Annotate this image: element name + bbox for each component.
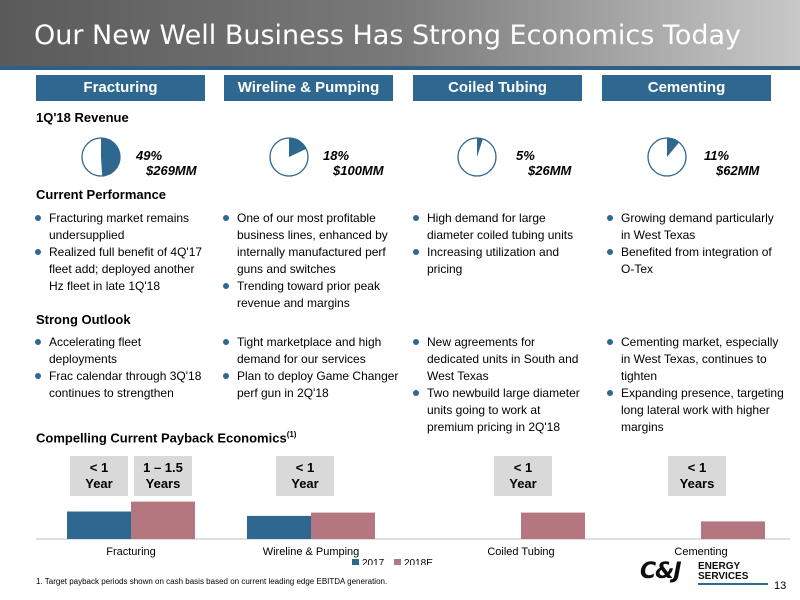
title-bar: Our New Well Business Has Strong Economi… (0, 0, 800, 66)
payback-box: < 1 Years (668, 456, 726, 496)
list-item: Tight marketplace and high demand for ou… (220, 334, 400, 368)
current-list-fracturing: Fracturing market remains undersupplied … (32, 210, 212, 295)
list-item: One of our most profitable business line… (220, 210, 400, 278)
payback-box: 1 – 1.5 Years (134, 456, 192, 496)
segment-header-wireline: Wireline & Pumping (224, 75, 393, 101)
category-label: Wireline & Pumping (263, 546, 360, 558)
revenue-pct-cementing: 11% (704, 148, 730, 163)
logo-line1: ENERGY (698, 561, 741, 572)
bar-2017 (67, 511, 131, 539)
list-item: New agreements for dedicated units in So… (410, 334, 590, 385)
bar-2018E (311, 512, 375, 539)
payback-value: 1 – 1.5 (143, 460, 183, 475)
list-item: Plan to deploy Game Changer perf gun in … (220, 368, 400, 402)
revenue-pie-fracturing (81, 137, 121, 177)
payback-box: < 1 Year (276, 456, 334, 496)
list-item: Cementing market, especially in West Tex… (604, 334, 784, 385)
payback-label: Compelling Current Payback Economics(1) (36, 430, 296, 445)
payback-value: < 1 (295, 460, 315, 475)
logo-underline (698, 583, 768, 585)
page-title: Our New Well Business Has Strong Economi… (34, 20, 741, 51)
payback-unit: Year (509, 476, 537, 491)
legend-swatch (352, 559, 359, 565)
list-item: Benefited from integration of O-Tex (604, 244, 784, 278)
outlook-list-coiled-tubing: New agreements for dedicated units in So… (410, 334, 590, 436)
bar-2017 (247, 515, 311, 539)
category-label: Coiled Tubing (487, 546, 554, 558)
payback-value: < 1 (513, 460, 533, 475)
current-list-cementing: Growing demand particularly in West Texa… (604, 210, 784, 278)
strong-outlook-label: Strong Outlook (36, 312, 131, 327)
payback-box: < 1 Year (494, 456, 552, 496)
revenue-pie-coiled-tubing (457, 137, 497, 177)
list-item: Two newbuild large diameter units going … (410, 385, 590, 436)
list-item: Realized full benefit of 4Q'17 fleet add… (32, 244, 212, 295)
revenue-amount-fracturing: $269MM (146, 163, 197, 178)
pie-slice (289, 138, 307, 157)
revenue-amount-coiled-tubing: $26MM (528, 163, 572, 178)
bar-2018E (521, 512, 585, 539)
revenue-pct-wireline: 18% (323, 148, 350, 163)
payback-unit: Years (145, 476, 181, 491)
current-list-wireline: One of our most profitable business line… (220, 210, 400, 312)
current-performance-label: Current Performance (36, 187, 167, 202)
list-item: Increasing utilization and pricing (410, 244, 590, 278)
list-item: Growing demand particularly in West Texa… (604, 210, 784, 244)
list-item: Frac calendar through 3Q'18 continues to… (32, 368, 212, 402)
logo-line2: SERVICES (698, 571, 749, 582)
revenue-pct-coiled-tubing: 5% (516, 148, 535, 163)
logo-text: ENERGY SERVICES (698, 562, 748, 582)
outlook-list-cementing: Cementing market, especially in West Tex… (604, 334, 784, 436)
payback-box: < 1 Year (70, 456, 128, 496)
bar-2018E (701, 521, 765, 539)
revenue-label: 1Q'18 Revenue (36, 110, 129, 125)
current-list-coiled-tubing: High demand for large diameter coiled tu… (410, 210, 590, 278)
outlook-list-fracturing: Accelerating fleet deployments Frac cale… (32, 334, 212, 402)
payback-value: < 1 (89, 460, 109, 475)
payback-footnote-ref: (1) (286, 430, 297, 439)
payback-unit: Year (291, 476, 319, 491)
payback-value: < 1 (687, 460, 707, 475)
outlook-list-wireline: Tight marketplace and high demand for ou… (220, 334, 400, 402)
list-item: Trending toward prior peak revenue and m… (220, 278, 400, 312)
footnote: 1. Target payback periods shown on cash … (36, 577, 388, 586)
segment-header-coiled-tubing: Coiled Tubing (413, 75, 582, 101)
list-item: Fracturing market remains undersupplied (32, 210, 212, 244)
company-logo: C&J ENERGY SERVICES (640, 559, 770, 586)
payback-label-text: Compelling Current Payback Economics (36, 430, 287, 446)
legend-swatch (394, 559, 401, 565)
pie-slice (667, 138, 680, 157)
segment-header-fracturing: Fracturing (36, 75, 205, 101)
page-number: 13 (774, 580, 787, 592)
logo-mark: C&J (640, 559, 682, 584)
revenue-amount-wireline: $100MM (333, 163, 384, 178)
payback-unit: Year (85, 476, 113, 491)
legend-label: 2017 (362, 558, 385, 565)
category-label: Fracturing (106, 546, 156, 558)
category-label: Cementing (674, 546, 727, 558)
segment-header-cementing: Cementing (602, 75, 771, 101)
list-item: Accelerating fleet deployments (32, 334, 212, 368)
legend-label: 2018E (404, 558, 433, 565)
pie-slice (101, 138, 121, 176)
bar-2018E (131, 501, 195, 539)
revenue-amount-cementing: $62MM (716, 163, 760, 178)
revenue-pie-cementing (647, 137, 687, 177)
pie-slice (477, 138, 483, 157)
payback-bar-chart: Fracturing Wireline & Pumping Coiled Tubin… (36, 501, 790, 565)
list-item: Expanding presence, targeting long later… (604, 385, 784, 436)
payback-unit: Years (679, 476, 715, 491)
revenue-pct-fracturing: 49% (136, 148, 163, 163)
title-rule (0, 66, 800, 70)
list-item: High demand for large diameter coiled tu… (410, 210, 590, 244)
revenue-pie-wireline (269, 137, 309, 177)
